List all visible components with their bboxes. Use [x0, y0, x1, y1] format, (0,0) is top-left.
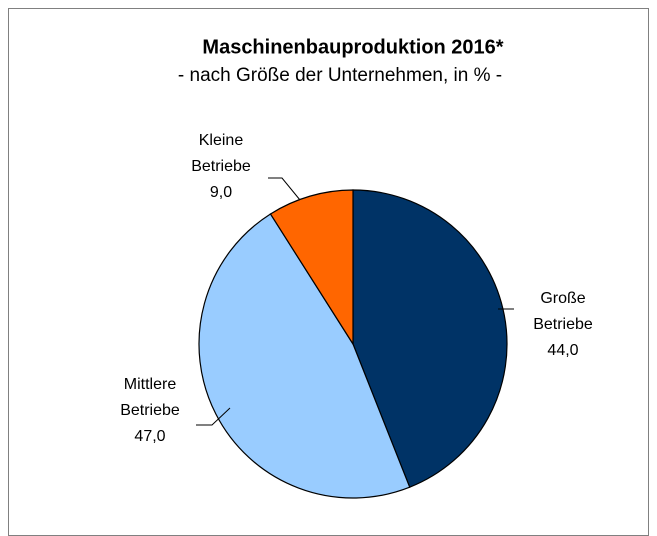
slice-value: 47,0: [134, 428, 166, 445]
leader-line: [196, 407, 231, 426]
slice-label: Mittlere Betriebe 47,0: [105, 372, 195, 450]
slice-label: Große Betriebe 44,0: [518, 286, 608, 364]
leader-line: [268, 177, 301, 201]
pie-slice: [269, 189, 354, 347]
pie-slice: [352, 189, 508, 488]
slice-category: Mittlere Betriebe: [120, 376, 180, 419]
pie-slice: [198, 213, 411, 499]
chart-subtitle: - nach Größe der Unternehmen, in % -: [178, 65, 502, 86]
slice-category: Kleine Betriebe: [191, 132, 251, 175]
slice-value: 9,0: [209, 184, 233, 201]
slice-value: 44,0: [547, 342, 579, 359]
slice-category: Große Betriebe: [533, 290, 593, 333]
slice-label: Kleine Betriebe 9,0: [176, 128, 266, 206]
chart-title: Maschinenbauproduktion 2016*: [202, 36, 503, 58]
